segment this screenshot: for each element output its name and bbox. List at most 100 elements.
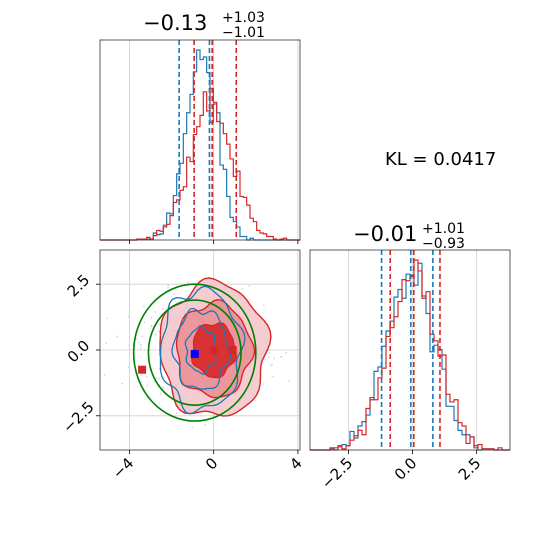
marginal-y-title-sup: +1.01 [422,221,465,237]
scatter-point [280,355,283,358]
marginal-x-blue-histogram [100,49,300,241]
scatter-point [106,317,109,320]
marginal-y-title-main: −0.01 [353,222,417,246]
scatter-point [158,402,161,404]
scatter-point [154,333,157,336]
marginal-y-blue-histogram [310,262,510,451]
marker-0 [138,365,147,374]
marginal-x-quantile-lines [178,40,238,240]
kl-divergence-label: KL = 0.0417 [385,149,496,170]
scatter-point [157,377,160,380]
scatter-point [272,375,274,378]
scatter-point [139,347,142,350]
marginal-y-ticks: −2.5 0.0 2.5 [318,450,485,493]
scatter-point [285,351,287,354]
red-contour-line-1 [175,298,256,399]
scatter-point [127,366,130,369]
x-tick-label: 0.0 [391,454,421,484]
marginal-y-red-histogram [310,259,510,451]
scatter-point [268,352,271,355]
green-contour-line-1 [147,299,242,407]
scatter-point [116,335,119,338]
scatter-point [143,305,145,308]
y-tick-label: −2.5 [59,398,97,436]
scatter-point [157,330,160,332]
scatter-point [167,284,170,287]
scatter-point [173,293,175,296]
joint-blue-contour-lines [159,285,246,415]
scatter-point [135,338,138,341]
y-tick-label: 0.0 [64,337,94,367]
marginal-x-frame [99,39,301,241]
joint-panel: −4 0 4 −2.5 0.0 2.5 [59,249,309,482]
scatter-point [162,387,165,390]
scatter-point [158,323,161,326]
marginal-y-panel: −0.01 +1.01 −0.93 −2.5 0.0 2.5 [309,221,511,493]
joint-green-contour-lines [132,283,257,422]
scatter-point [141,335,143,338]
marginal-y-title-sub: −0.93 [422,236,465,252]
x-tick-label: −2.5 [318,454,356,492]
marginal-x-ticks [129,240,299,244]
y-tick-label: 2.5 [64,271,94,301]
marginal-y-quantile-lines [380,250,441,450]
scatter-point [137,341,140,344]
marginal-x-red-histogram [100,87,300,241]
scatter-point [103,374,106,376]
x-tick-label: 4 [286,454,305,473]
scatter-point [146,384,149,387]
scatter-point [163,376,166,379]
x-tick-label: 2.5 [455,454,485,484]
scatter-point [248,285,251,287]
scatter-point [241,288,244,290]
scatter-point [145,375,148,378]
scatter-point [176,412,179,414]
scatter-point [167,286,169,289]
scatter-point [270,364,273,367]
joint-markers [138,346,237,374]
blue-contour-line-2 [184,324,217,375]
blue-contour-line-1 [171,307,231,390]
scatter-point [150,325,153,328]
scatter-point [127,315,130,318]
marker-3 [190,349,199,358]
scatter-point [159,393,162,396]
scatter-point [204,424,207,427]
scatter-point [191,426,194,429]
blue-contour-line-0 [159,285,246,415]
scatter-point [140,344,142,346]
marginal-x-title-sup: +1.03 [222,10,265,26]
scatter-point [307,317,309,319]
scatter-point [143,321,146,324]
scatter-point [273,357,275,360]
scatter-point [230,283,233,286]
x-tick-label: 0 [202,454,221,473]
marker-1 [209,346,218,354]
scatter-point [140,374,143,377]
scatter-point [154,311,157,313]
marginal-y-frame [309,249,511,451]
marginal-x-grid [129,40,299,240]
scatter-point [187,281,189,284]
scatter-point [121,382,124,385]
joint-x-ticks: −4 0 4 [109,450,306,482]
scatter-point [128,344,130,347]
scatter-point [140,381,143,384]
scatter-point [155,377,158,379]
scatter-point [150,316,153,319]
scatter-point [288,379,290,382]
marginal-y-grid [348,250,478,450]
joint-y-ticks: −2.5 0.0 2.5 [59,271,100,437]
scatter-point [267,356,270,359]
x-tick-label: −4 [109,454,137,482]
marker-2 [228,346,237,354]
scatter-point [262,304,265,307]
scatter-point [162,385,164,388]
scatter-point [161,308,164,311]
green-contour-line-0 [132,283,257,422]
marginal-x-panel: −0.13 +1.03 −1.01 [99,10,301,244]
scatter-point [105,342,108,344]
marginal-x-title-main: −0.13 [143,11,207,35]
marginal-x-title-sub: −1.01 [222,25,265,41]
